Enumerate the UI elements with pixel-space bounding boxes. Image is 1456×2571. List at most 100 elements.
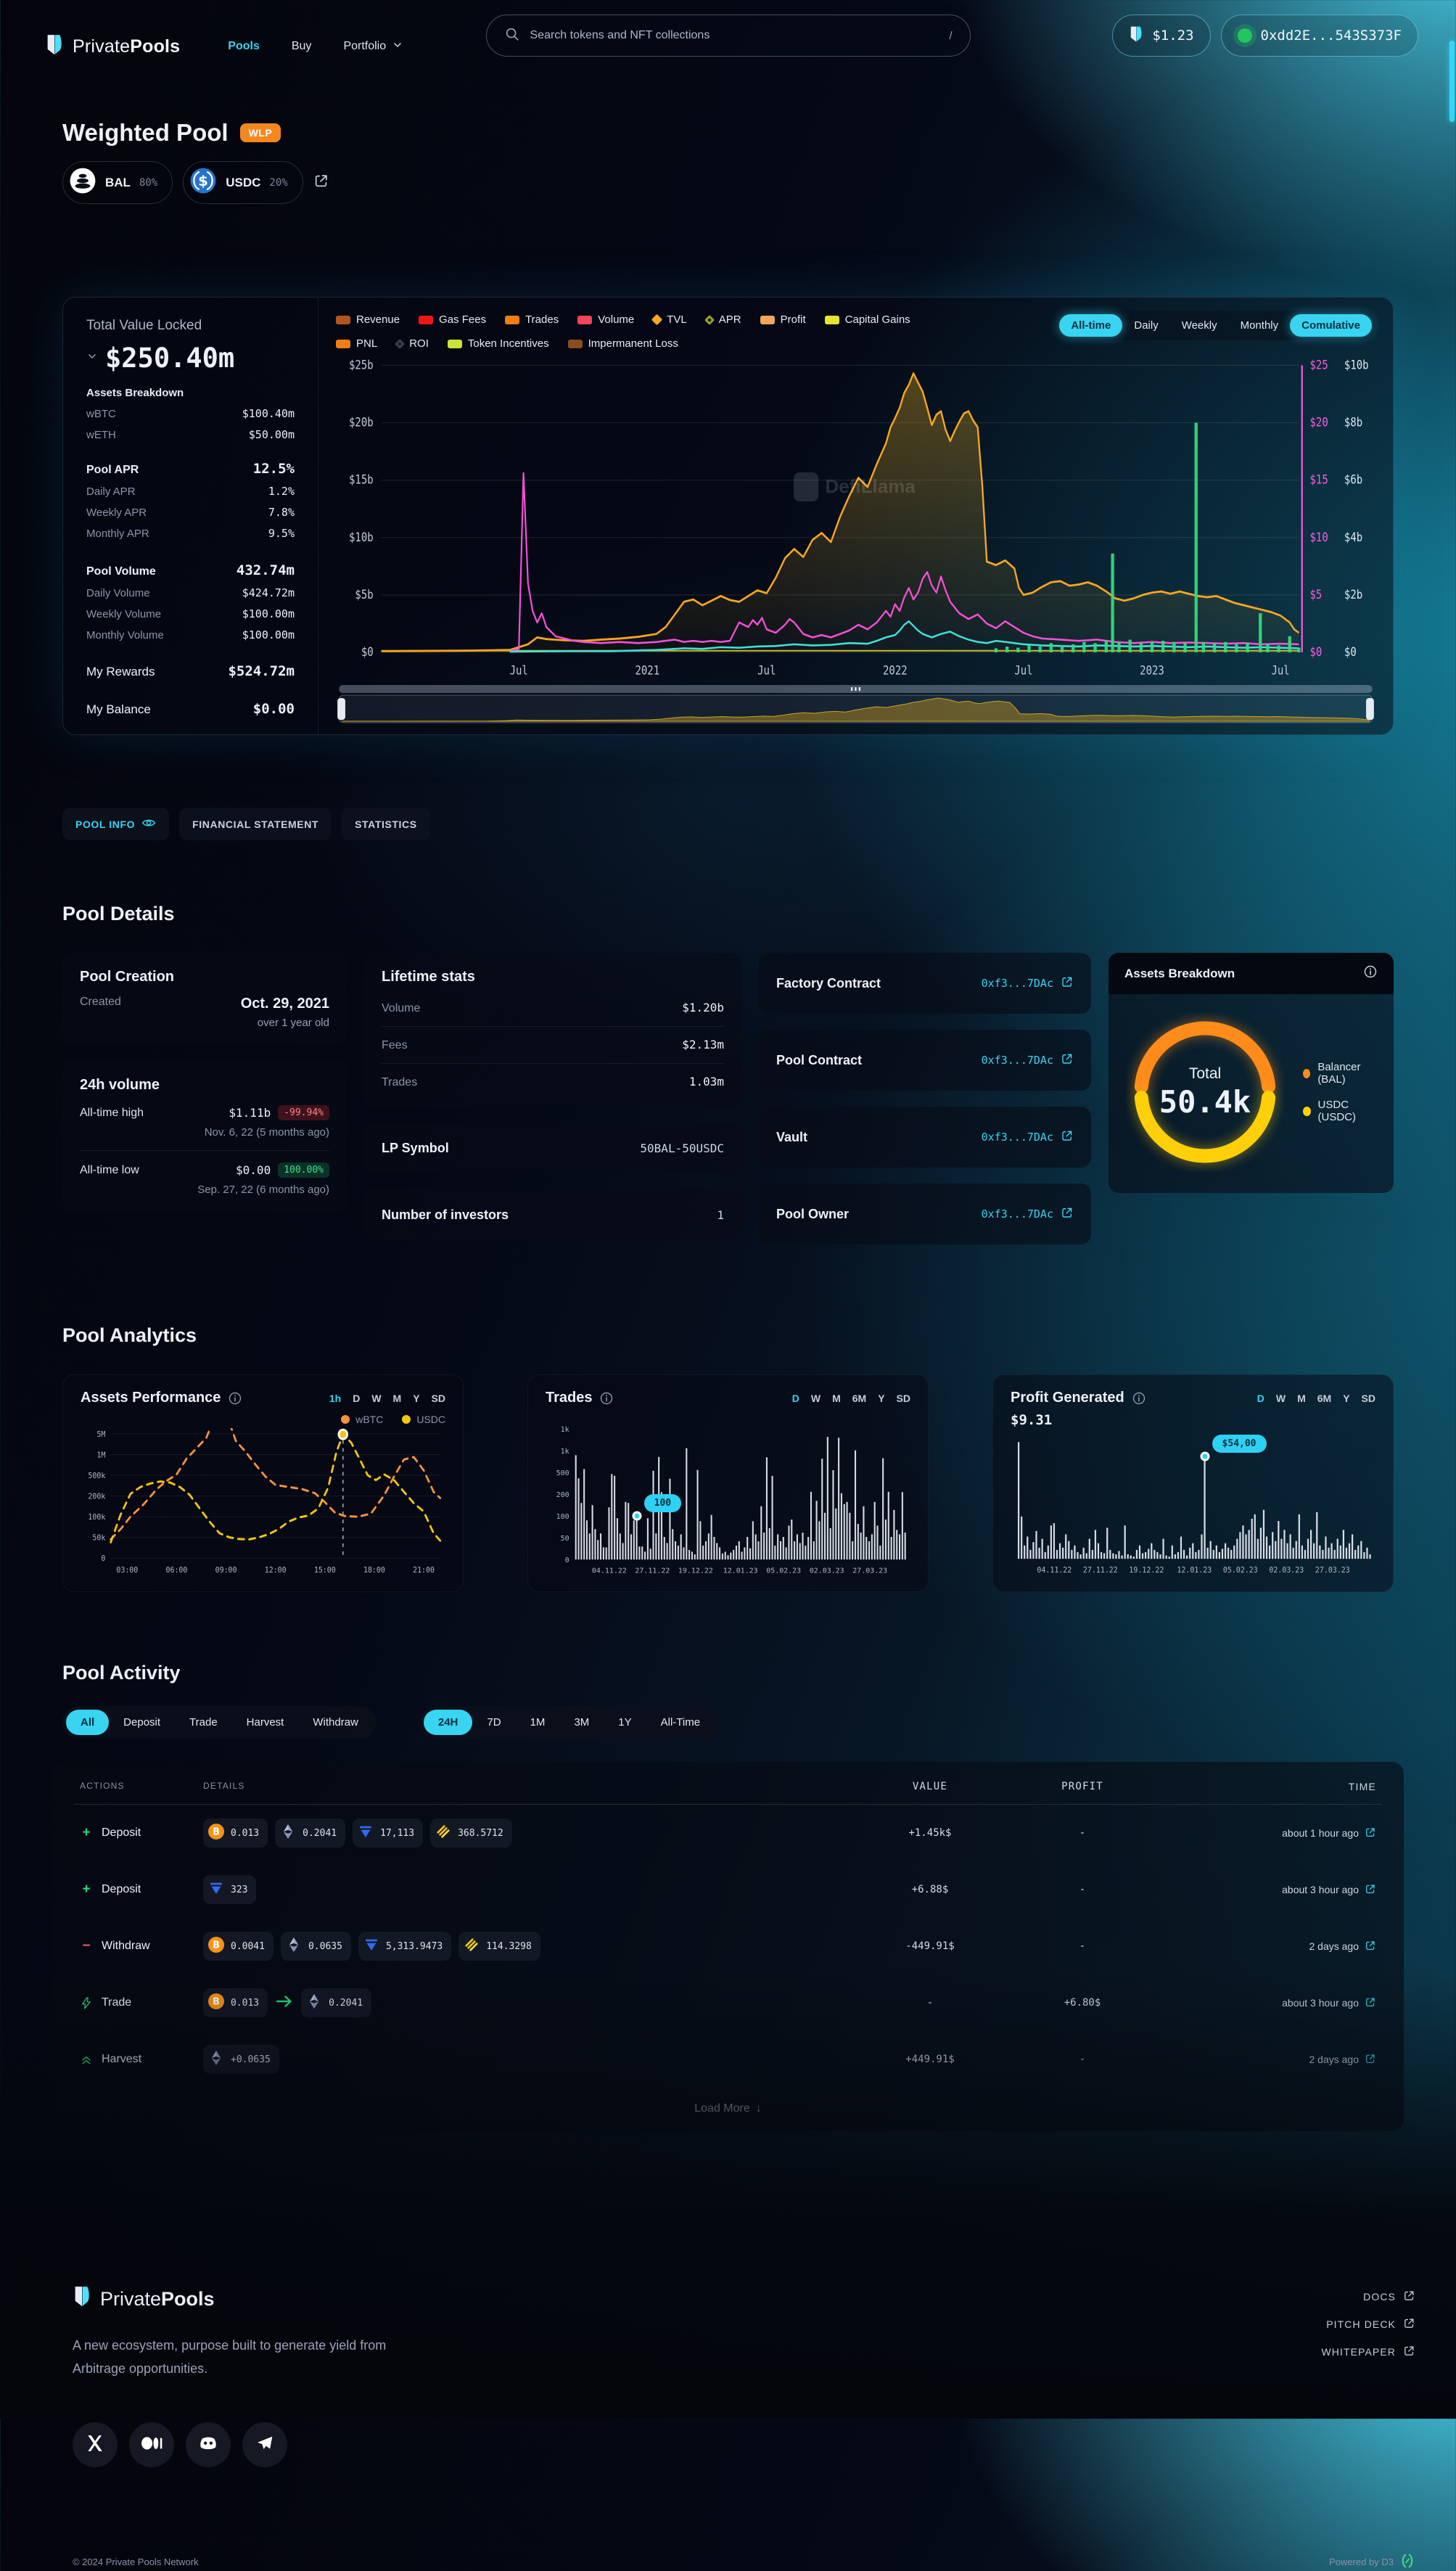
chart-legend: Revenue Gas Fees Trades Volume TVL APR Profit C… [336,311,910,350]
contract-address-link[interactable]: 0xf3...7DAc [982,1129,1074,1145]
range-sd[interactable]: SD [431,1392,445,1404]
legend-item-volume[interactable]: Volume [577,313,634,326]
nav-item-portfolio[interactable]: Portfolio [343,39,403,54]
legend-item-impermanent-loss[interactable]: Impermanent Loss [567,337,678,350]
legend-item-trades[interactable]: Trades [505,313,559,326]
range-w[interactable]: W [1275,1392,1286,1404]
nav-item-buy[interactable]: Buy [291,40,312,52]
info-icon[interactable] [228,1391,242,1406]
wallet-button[interactable]: 0xdd2E...543S373F [1220,15,1418,57]
info-icon[interactable] [1363,964,1378,983]
activity-row-harvest[interactable]: Harvest +0.0635 +449.91$ - 2 days ago [74,2031,1382,2088]
contract-address-link[interactable]: 0xf3...7DAc [982,1206,1074,1222]
chevron-down-icon[interactable] [86,350,98,366]
filter-3m[interactable]: 3M [574,1716,590,1729]
tab-pool-info[interactable]: POOL INFO [62,808,170,840]
info-icon[interactable] [599,1391,614,1406]
footer-link-pitch-deck[interactable]: PITCH DECK [1326,2317,1415,2332]
activity-row-deposit[interactable]: + Deposit B 0.013 0.2041 17,113 368.5712 +1.45k… [74,1805,1382,1861]
legend-item-profit[interactable]: Profit [760,313,806,326]
contract-address-link[interactable]: 0xf3...7DAc [982,1052,1074,1068]
load-more-button[interactable]: Load More ↓ [694,2102,762,2115]
social-x-button[interactable] [73,2422,118,2468]
legend-item-apr[interactable]: APR [704,313,741,326]
range-all-time[interactable]: All-time [1059,314,1123,337]
chart-title: Assets Performance [81,1390,221,1406]
filter-withdraw[interactable]: Withdraw [313,1716,358,1729]
contract-label: Factory Contract [776,975,881,991]
range-d[interactable]: D [353,1392,361,1404]
filter-all[interactable]: All [66,1710,110,1735]
legend-item-tvl[interactable]: TVL [651,313,687,326]
legend-item-token-incentives[interactable]: Token Incentives [447,337,549,350]
range-1h[interactable]: 1h [329,1392,342,1404]
tab-statistics[interactable]: STATISTICS [342,808,430,840]
filter-deposit[interactable]: Deposit [123,1716,161,1729]
range-monthly[interactable]: Monthly [1240,319,1279,332]
filter-all-time[interactable]: All-Time [660,1716,701,1729]
range-d[interactable]: D [1256,1392,1264,1404]
social-medium-button[interactable] [129,2422,174,2468]
profit-generated-chart[interactable]: 04.11.22 27.11.22 19.12.22 12.01.23 05.02.23… [1011,1431,1375,1577]
footer-link-whitepaper[interactable]: WHITEPAPER [1321,2345,1415,2359]
range-y[interactable]: Y [1343,1392,1350,1404]
token-pill-usdc[interactable]: $ USDC 20% [183,161,303,204]
range-comulative[interactable]: Comulative [1290,314,1372,337]
range-m[interactable]: M [832,1392,841,1404]
filter-1y[interactable]: 1Y [618,1716,632,1729]
info-icon[interactable] [1132,1391,1146,1406]
range-w[interactable]: W [371,1392,382,1404]
contract-address-link[interactable]: 0xf3...7DAc [982,975,1074,991]
legend-item-capital-gains[interactable]: Capital Gains [824,313,910,326]
social-discord-button[interactable] [186,2422,231,2468]
range-d[interactable]: D [791,1392,799,1404]
legend-item-usdc[interactable]: USDC [402,1414,445,1425]
row-time[interactable]: about 1 hour ago [1159,1826,1376,1840]
row-time[interactable]: about 3 hour ago [1159,1883,1376,1897]
range-y[interactable]: Y [878,1392,885,1404]
range-6m[interactable]: 6M [1317,1392,1332,1404]
stat-value: $100.40m [242,407,295,420]
range-sd[interactable]: SD [1361,1392,1375,1404]
filter-1m[interactable]: 1M [530,1716,546,1729]
social-telegram-button[interactable] [242,2422,287,2468]
range-6m[interactable]: 6M [852,1392,867,1404]
row-time[interactable]: 2 days ago [1159,2053,1376,2067]
external-link-icon[interactable] [313,173,329,192]
activity-row-withdraw[interactable]: − Withdraw B 0.0041 0.0635 5,313.9473 114.3298… [74,1918,1382,1975]
range-m[interactable]: M [1297,1392,1306,1404]
range-y[interactable]: Y [413,1392,420,1404]
tvl-label: Total Value Locked [86,318,202,333]
activity-row-deposit[interactable]: + Deposit 323 +6.88$ - about 3 hour ago [74,1861,1382,1918]
activity-row-trade[interactable]: Trade B 0.013 0.2041 - +6.80$ about 3 hour ago [74,1975,1382,2031]
assets-performance-chart[interactable]: 5M 1M 500k 200k 100k 50k 0 03:00 06:00 09:00 12:00… [81,1428,445,1577]
legend-item-wbtc[interactable]: wBTC [341,1414,383,1425]
filter-trade[interactable]: Trade [189,1716,218,1729]
range-weekly[interactable]: Weekly [1181,319,1217,332]
token-pill-bal[interactable]: BAL 80% [62,161,173,204]
range-w[interactable]: W [810,1392,821,1404]
nav-item-pools[interactable]: Pools [228,40,260,52]
row-time[interactable]: 2 days ago [1159,1940,1376,1953]
page-scrollbar[interactable] [1449,41,1455,122]
chart-brush[interactable] [336,685,1375,726]
tvl-history-chart[interactable]: $25b $25 $10b $20b $20 $8b $15b $15 $6b $10b $10 $4… [336,354,1375,682]
range-sd[interactable]: SD [896,1392,910,1404]
legend-item-gas-fees[interactable]: Gas Fees [419,313,486,326]
filter-harvest[interactable]: Harvest [246,1716,284,1729]
range-daily[interactable]: Daily [1134,319,1159,332]
legend-item-roi[interactable]: ROI [395,337,429,350]
search-bar[interactable]: / [485,15,971,57]
filter-24h[interactable]: 24H [423,1710,473,1735]
trades-chart[interactable]: 1k 1k 500 200 100 50 0 04.11.22 27.11.22 19.12.22… [546,1424,910,1577]
legend-item-revenue[interactable]: Revenue [336,313,400,326]
row-time[interactable]: about 3 hour ago [1159,1996,1376,2010]
brand[interactable]: PrivatePools [45,33,180,60]
search-input[interactable] [530,29,939,42]
token-price-button[interactable]: $1.23 [1112,15,1211,57]
filter-7d[interactable]: 7D [487,1716,501,1729]
legend-item-pnl[interactable]: PNL [336,337,377,350]
range-m[interactable]: M [392,1392,402,1404]
tab-financial-statement[interactable]: FINANCIAL STATEMENT [179,808,332,840]
footer-link-docs[interactable]: DOCS [1363,2289,1415,2304]
